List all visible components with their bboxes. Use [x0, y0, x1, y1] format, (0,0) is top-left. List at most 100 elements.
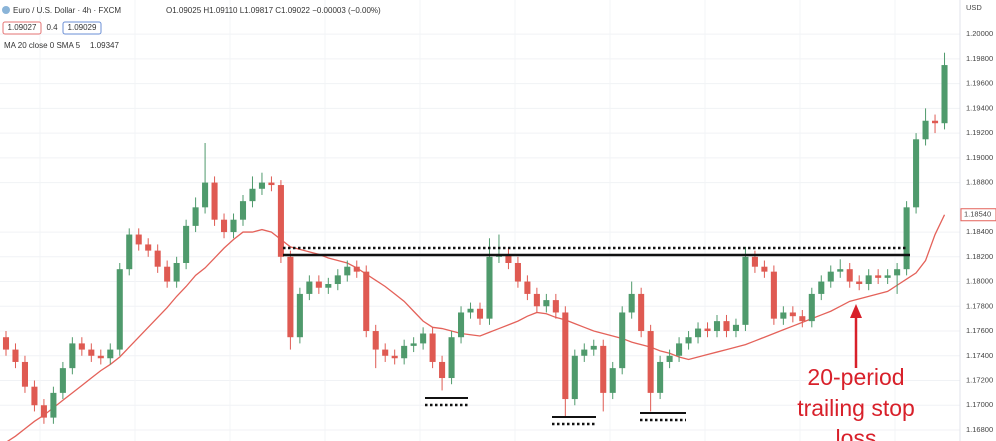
ask-box[interactable] [62, 21, 102, 35]
candle-body [732, 324, 739, 332]
y-tick-label: 1.19400 [966, 103, 993, 112]
candle-body [600, 345, 607, 393]
annotation-line: loss [836, 425, 877, 441]
y-tick-label: 1.19000 [966, 153, 993, 162]
candle-body [344, 266, 351, 276]
candle-body [666, 355, 673, 362]
candle-body [258, 182, 265, 189]
candle-body [2, 337, 10, 350]
candle-body [770, 271, 777, 319]
candle-body [59, 368, 66, 393]
indicator-name: MA 20 close 0 SMA 5 [4, 41, 81, 50]
candle-body [363, 271, 370, 332]
candle-body [192, 207, 199, 226]
candle-body [401, 345, 408, 359]
candle-body [761, 266, 768, 272]
candle-body [846, 269, 853, 282]
candle-body [467, 308, 474, 313]
candle-body [751, 256, 758, 267]
candle-body [154, 250, 161, 267]
candle-body [723, 321, 730, 332]
candle-body [486, 256, 493, 319]
candle-body [713, 321, 721, 332]
y-tick-label: 1.18800 [966, 178, 993, 187]
ma-line [6, 214, 946, 441]
candle-body [448, 337, 455, 379]
candle-body [420, 333, 427, 344]
candle-body [913, 139, 920, 208]
candle-body [590, 345, 597, 350]
candle-body [932, 120, 939, 124]
candle-body [780, 312, 787, 319]
spread: 0.4 [46, 23, 58, 32]
candle-body [429, 333, 436, 362]
candle-body [40, 405, 47, 418]
y-tick-label: 1.17800 [966, 301, 993, 310]
arrow-head [850, 304, 862, 318]
annotation-line: trailing stop [797, 395, 915, 421]
candle-body [306, 281, 313, 294]
price-label-box [960, 208, 996, 222]
candle-body [505, 254, 512, 263]
candle-body [619, 312, 626, 369]
candle-body [202, 182, 209, 208]
candle-body [287, 256, 294, 338]
candle-body [875, 275, 882, 278]
candle-body [21, 361, 28, 387]
candle-body [410, 343, 417, 346]
candle-body [164, 266, 171, 282]
candle-body [116, 269, 123, 350]
candle-body [856, 281, 863, 285]
candle-body [922, 120, 929, 140]
candle-body [296, 293, 303, 338]
candle-body [353, 266, 360, 272]
candle-body [524, 281, 531, 294]
y-tick-label: 1.18400 [966, 227, 993, 236]
candle-body [126, 234, 133, 270]
candle-body [31, 386, 38, 406]
candle-body [533, 293, 540, 307]
candle-body [742, 256, 749, 325]
annotation-arrow [850, 304, 862, 368]
candle-body [12, 349, 19, 362]
bid-box[interactable] [2, 21, 42, 35]
candle-body [372, 331, 379, 350]
y-tick-label: 1.19800 [966, 54, 993, 63]
y-tick-label: 1.17200 [966, 375, 993, 384]
candle-body [249, 188, 256, 202]
candle-body [107, 349, 114, 359]
candle-body [552, 300, 559, 313]
y-tick-label: 1.18200 [966, 252, 993, 261]
candle-body [221, 219, 228, 233]
candle-body [325, 284, 332, 288]
candle-body [581, 349, 588, 356]
candle-body [277, 185, 284, 257]
candle-body [97, 355, 104, 359]
candle-body [69, 343, 76, 369]
candle-body [239, 201, 247, 220]
candle-body [211, 182, 218, 220]
candle-body [903, 207, 910, 270]
candle-body [382, 349, 389, 356]
candle-body [391, 355, 398, 359]
symbol-title: Euro / U.S. Dollar · 4h · FXCM [13, 6, 121, 15]
candle-body [476, 308, 484, 319]
candle-body [439, 361, 446, 379]
candle-body [827, 271, 834, 282]
candle-body [458, 312, 465, 338]
candle-body [88, 349, 95, 356]
y-tick-label: 1.18000 [966, 277, 993, 286]
candle-body [628, 293, 635, 313]
candle-body [695, 328, 702, 338]
candle-body [676, 343, 683, 356]
candle-body [609, 368, 616, 393]
indicator-value: 1.09347 [90, 41, 119, 50]
candle-body [865, 275, 872, 285]
candle-body [647, 331, 654, 393]
candle-body [183, 225, 190, 263]
candles [2, 52, 948, 424]
candle-body [268, 182, 275, 186]
annotation-line: 20-period [807, 364, 904, 390]
candle-body [571, 355, 578, 400]
